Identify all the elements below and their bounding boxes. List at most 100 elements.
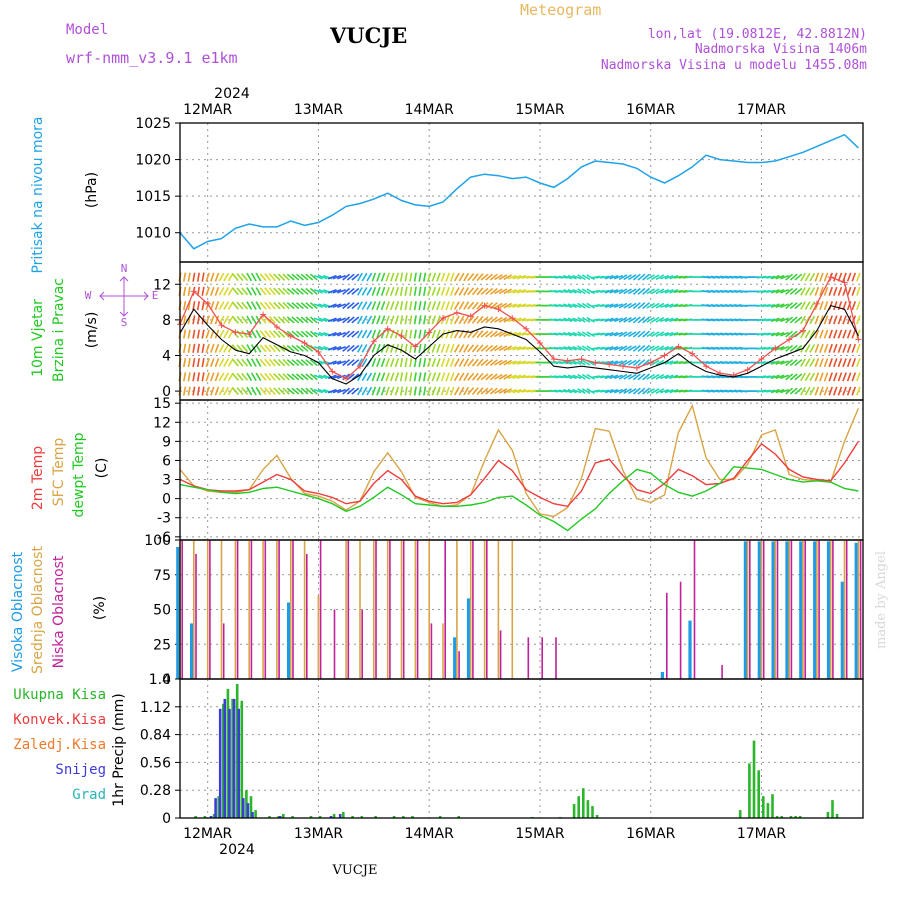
y-tick-label: -6 — [157, 530, 171, 546]
wind-barb — [775, 289, 785, 294]
wind-barb — [295, 344, 304, 352]
wind-barb — [498, 345, 508, 352]
wind-barb — [295, 287, 304, 295]
y-tick-label: 6 — [162, 453, 171, 469]
wind-barb — [259, 372, 267, 381]
wind-barb — [729, 389, 739, 393]
wind-barb — [371, 372, 377, 382]
wind-barb — [445, 372, 450, 382]
wind-barb — [766, 289, 776, 293]
wind-barb — [733, 318, 743, 322]
wind-barb — [632, 359, 641, 367]
wind-barb — [246, 301, 253, 310]
top-x-label: 14MAR — [405, 102, 454, 118]
wind-barb — [710, 361, 720, 365]
bottom-x-labels: 12MAR 13MAR 14MAR 15MAR 16MAR 17MAR — [183, 826, 786, 842]
wind-barb — [586, 288, 595, 295]
legend-convective-precip: Konvek.Kisa — [13, 712, 106, 728]
wind-barb — [664, 303, 674, 308]
wind-barb — [187, 329, 191, 339]
wind-barb — [309, 359, 318, 367]
wind-barb — [572, 374, 582, 380]
wind-barb — [327, 388, 337, 394]
wind-barb — [613, 303, 623, 308]
wind-barb — [423, 358, 427, 368]
wind-barb — [553, 332, 564, 336]
wind-barb — [332, 317, 342, 323]
wind-barb — [431, 272, 437, 282]
wind-barb — [268, 315, 276, 324]
total-precip-bar — [392, 816, 396, 818]
cloud-high-bar — [854, 542, 858, 679]
wind-barb — [342, 330, 351, 338]
wind-barb — [282, 316, 290, 324]
wind-barb — [205, 286, 210, 296]
cloud-mid-bar — [428, 540, 430, 679]
wind-barb — [837, 358, 843, 368]
wind-barb — [426, 358, 432, 368]
wind-barb — [361, 372, 368, 382]
wind-barb — [485, 344, 494, 352]
wind-barb — [604, 274, 614, 280]
wind-barb — [856, 372, 861, 382]
wind-barb — [201, 272, 205, 282]
wind-barb — [394, 315, 400, 325]
wind-barb — [503, 274, 512, 281]
wind-barb — [789, 387, 798, 395]
cloud-mid-bar — [456, 540, 458, 679]
wind-barb — [590, 389, 600, 393]
temp2m-line — [179, 441, 859, 508]
wind-barb — [218, 301, 225, 310]
wind-barb — [809, 372, 816, 382]
wind-barb — [577, 359, 586, 366]
wind-barb — [223, 301, 230, 310]
wind-barb — [385, 329, 390, 339]
wind-barb — [673, 361, 683, 365]
wind-barb — [389, 372, 395, 382]
wind-barb — [837, 386, 843, 396]
wind-barb — [361, 344, 368, 353]
y-tick-label: 15 — [153, 396, 171, 412]
wind-barb — [623, 316, 632, 323]
wind-barb — [498, 373, 508, 380]
wind-barb — [210, 372, 215, 382]
wind-barb — [445, 343, 450, 353]
wind-barb — [669, 374, 679, 380]
cloud-mid-bar — [774, 540, 777, 679]
wind-barb — [664, 331, 674, 337]
wind-barb — [201, 286, 205, 296]
wind-barb — [577, 373, 586, 380]
wind-barb — [467, 358, 475, 367]
cloud-mid-bar — [788, 540, 790, 679]
wind-barb — [632, 387, 641, 395]
wind-barb — [785, 344, 794, 352]
wind-barb — [637, 316, 646, 324]
wind-barb — [637, 344, 646, 352]
wind-barb — [669, 289, 679, 294]
wind-barb — [833, 386, 838, 396]
precip-ylabel: 1hr Precip (mm) — [111, 693, 127, 806]
wind-barb — [761, 304, 771, 308]
wind-barb — [351, 359, 360, 367]
wind-barb — [346, 387, 355, 395]
cloud-high-bar — [757, 541, 761, 679]
cloud-high-bar — [176, 547, 180, 679]
wind-barb — [512, 388, 522, 394]
wind-barb — [241, 387, 249, 396]
wind-barb — [445, 301, 450, 311]
wind-barb — [623, 373, 632, 380]
wind-barb — [766, 332, 776, 336]
wind-barb — [558, 389, 568, 393]
wind-barb — [521, 289, 531, 293]
wind-barb — [623, 288, 632, 295]
wind-barb — [453, 372, 460, 382]
pressure-ylabel: Pritisak na nivou mora — [30, 116, 46, 273]
bottom-x-label: 15MAR — [515, 826, 564, 842]
wind-barb — [357, 386, 363, 396]
wind-barb — [851, 358, 857, 368]
wind-barb — [418, 272, 422, 282]
wind-barb — [851, 372, 857, 382]
wind-barb — [823, 315, 829, 325]
wind-barb — [404, 372, 408, 382]
wind-barb — [581, 288, 591, 295]
